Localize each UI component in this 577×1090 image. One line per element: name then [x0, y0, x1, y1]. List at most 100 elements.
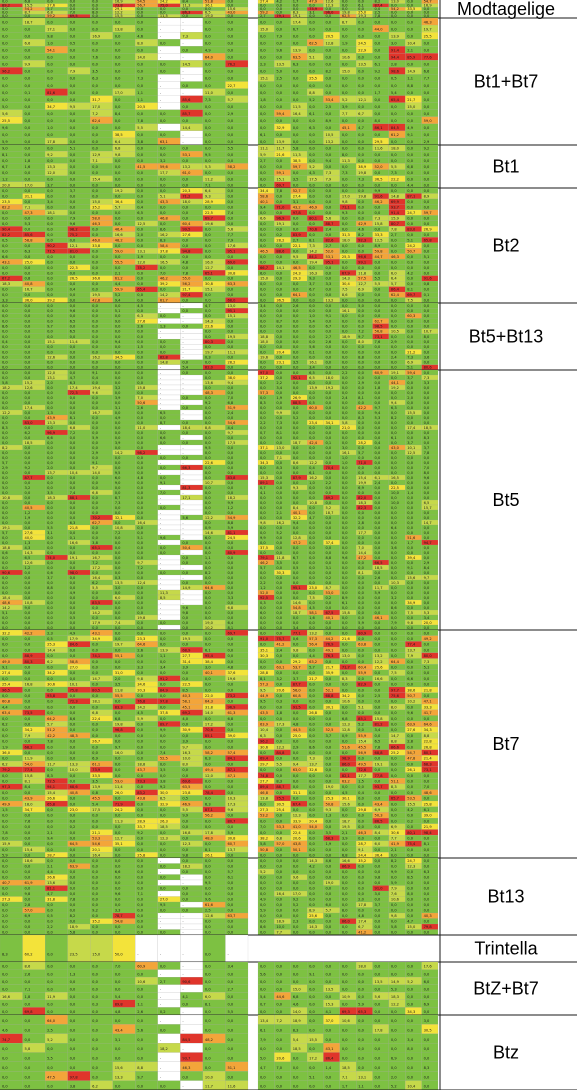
- heatmap-cell-label: 43,0: [227, 11, 236, 15]
- heatmap-cell-label: 0,0: [47, 361, 53, 365]
- heatmap-cell-label: 59,2: [47, 14, 55, 18]
- heatmap-cell: [180, 53, 203, 61]
- heatmap-cell-label: 7,1: [276, 456, 282, 460]
- heatmap-cell-label: 0,0: [47, 271, 53, 275]
- heatmap-cell-label: 9,8: [115, 153, 121, 157]
- heatmap-cell-label: 0,0: [47, 386, 53, 390]
- heatmap-cell-label: 69,7: [276, 183, 284, 187]
- heatmap-cell-label: 12,5: [137, 222, 145, 226]
- heatmap-cell-label: 0,0: [70, 293, 76, 297]
- heatmap-cell-label: 83,9: [293, 233, 302, 237]
- heatmap-cell-label: 0,0: [424, 406, 430, 410]
- heatmap-cell-label: 0,0: [293, 335, 299, 339]
- heatmap-cell-label: 0,0: [325, 371, 331, 375]
- heatmap-cell: [157, 494, 181, 501]
- heatmap-cell-label: 0,0: [276, 536, 282, 540]
- heatmap-cell-label: 14,8: [160, 361, 169, 365]
- heatmap-cell-label: 12,2: [115, 11, 123, 15]
- heatmap-cell-label: 0,0: [276, 451, 282, 455]
- heatmap-cell-label: 17,8: [47, 140, 56, 144]
- heatmap-cell-label: 0,0: [115, 541, 121, 545]
- heatmap-cell-label: 0,0: [115, 216, 121, 220]
- heatmap-cell-label: 20,0: [2, 183, 11, 187]
- heatmap-cell-label: -: [160, 34, 162, 38]
- heatmap-cell-label: 0,0: [342, 571, 348, 575]
- heatmap-cell-label: 0,0: [227, 77, 233, 81]
- heatmap-cell-label: 44,0: [375, 27, 384, 31]
- heatmap-cell-label: 0,0: [92, 496, 98, 500]
- heatmap-cell-label: 0,0: [309, 34, 315, 38]
- heatmap-cell-label: 0,0: [424, 350, 430, 354]
- heatmap-cell-label: 0,0: [325, 271, 331, 275]
- heatmap-cell-label: 3,9: [115, 396, 121, 400]
- heatmap-cell-label: 0,0: [2, 34, 8, 38]
- heatmap-cell-label: 6,4: [391, 526, 397, 530]
- heatmap-cell-label: 0,0: [115, 183, 121, 187]
- heatmap-cell-label: 0,0: [205, 411, 211, 415]
- heatmap-cell: [180, 409, 203, 416]
- heatmap-cell-label: 0,0: [358, 77, 364, 81]
- heatmap-cell-label: 0,0: [342, 183, 348, 187]
- heatmap-cell: [157, 614, 181, 621]
- heatmap-cell-label: 0,0: [205, 541, 211, 545]
- heatmap-cell-label: 62,2: [2, 206, 10, 210]
- heatmap-cell-label: 9,4: [227, 381, 233, 385]
- heatmap-cell-label: 5,1: [407, 366, 413, 370]
- heatmap-cell-label: 0,0: [70, 411, 76, 415]
- heatmap-cell-label: 0,0: [227, 200, 233, 204]
- heatmap-cell-label: 15,7: [424, 506, 432, 510]
- heatmap-cell-label: 0,4: [309, 466, 315, 470]
- heatmap-cell-label: 0,0: [342, 561, 348, 565]
- heatmap-cell-label: 87,1: [407, 195, 415, 199]
- heatmap-cell-label: 0,0: [70, 126, 76, 130]
- heatmap-cell-label: 0,0: [342, 324, 348, 328]
- heatmap-cell-label: 0,0: [342, 381, 348, 385]
- heatmap-cell-label: 0,0: [325, 153, 331, 157]
- heatmap-cell-label: 0,0: [342, 401, 348, 405]
- heatmap-cell-label: 7,3: [137, 77, 143, 81]
- heatmap-cell: [157, 302, 181, 309]
- heatmap-cell-label: 0,0: [325, 189, 331, 193]
- heatmap-cell-label: 15,1: [227, 314, 235, 318]
- heatmap-cell-label: 0,0: [92, 396, 98, 400]
- heatmap-cell-label: 0,0: [391, 260, 397, 264]
- heatmap-cell-label: 3,1: [47, 531, 53, 535]
- heatmap-cell-label: 0,0: [358, 601, 364, 605]
- heatmap-cell-label: 2,0: [137, 233, 143, 237]
- heatmap-cell-label: 0,0: [92, 616, 98, 620]
- heatmap-cell-label: 11,7: [276, 147, 284, 151]
- heatmap-cell-label: 0,0: [137, 244, 143, 248]
- heatmap-cell-label: 0,0: [276, 591, 282, 595]
- heatmap-cell-label: 0,0: [375, 526, 381, 530]
- heatmap-cell-label: 0,0: [205, 421, 211, 425]
- heatmap-cell-label: 0,0: [325, 486, 331, 490]
- heatmap-cell-label: 0,0: [227, 471, 233, 475]
- heatmap-cell-label: 0,0: [227, 330, 233, 334]
- heatmap-cell-label: 0,0: [92, 506, 98, 510]
- heatmap-cell-label: 0,0: [276, 293, 282, 297]
- heatmap-cell-label: 0,0: [391, 3, 397, 7]
- heatmap-cell-label: 9,0: [115, 481, 121, 485]
- heatmap-cell-label: 0,0: [160, 340, 166, 344]
- heatmap-cell-label: 0,0: [260, 386, 266, 390]
- heatmap-cell-label: 0,0: [309, 581, 315, 585]
- heatmap-cell-label: 0,0: [309, 153, 315, 157]
- heatmap-cell-label: 0,0: [391, 335, 397, 339]
- heatmap-cell-label: 90,2: [47, 244, 55, 248]
- heatmap-cell-label: 0,0: [391, 451, 397, 455]
- heatmap-cell-label: 0,0: [391, 471, 397, 475]
- heatmap-cell-label: 0,0: [25, 345, 31, 349]
- heatmap-cell-label: 2,6: [137, 406, 143, 410]
- heatmap-cell-label: 62,4: [391, 293, 400, 297]
- heatmap-cell-label: 16,4: [92, 576, 101, 580]
- heatmap-cell-label: 0,0: [205, 105, 211, 109]
- heatmap-cell-label: 15,4: [358, 476, 367, 480]
- heatmap-cell-label: 0,0: [424, 159, 430, 163]
- heatmap-cell-label: 0,0: [424, 249, 430, 253]
- heatmap-cell-label: 40,1: [293, 511, 301, 515]
- heatmap-cell-label: 0,0: [358, 371, 364, 375]
- heatmap-cell-label: 7,8: [375, 14, 381, 18]
- heatmap-cell-label: 0,0: [137, 350, 143, 354]
- heatmap-cell-label: 8,9: [424, 195, 430, 199]
- heatmap-cell-label: 17,4: [407, 426, 416, 430]
